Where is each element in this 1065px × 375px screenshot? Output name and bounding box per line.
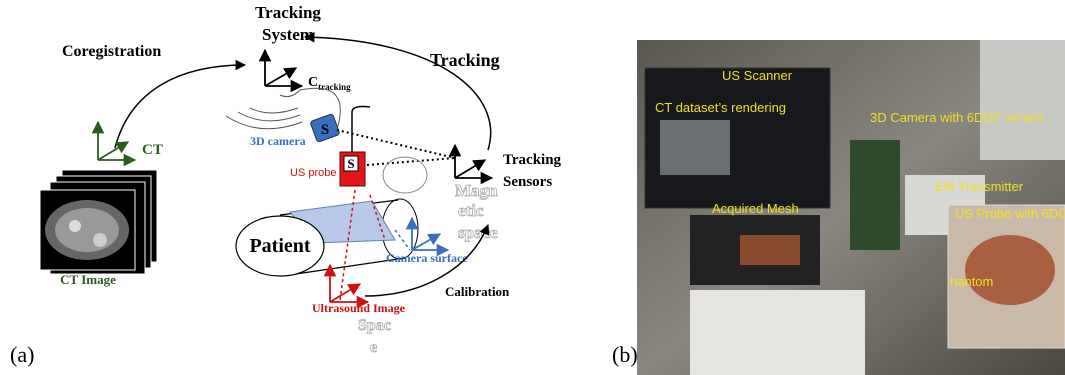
label: Tracking [503,152,562,168]
window [980,40,1065,160]
page: Tracking System Ctracking Coregistration… [0,0,1065,375]
label: US Scanner [722,68,793,83]
scanner-base [690,290,865,375]
sensor-label: S [347,156,354,171]
title: Tracking [255,3,321,22]
label: Acquired Mesh [712,201,799,216]
screen-render [660,120,730,175]
label: Calibration [445,284,510,299]
label: hantom [950,274,993,289]
subscript: tracking [318,82,351,92]
label: Ultrasound Image [312,301,406,315]
panel-a: Tracking System Ctracking Coregistration… [10,3,562,367]
label: Sensors [503,174,552,190]
caption: CT Image [60,272,116,287]
sensor-axes [455,145,492,178]
label: 3D Camera with 6DOF sensor [870,110,1045,125]
label: etic [458,201,484,220]
magnetic-space: Magn etic space [455,181,498,242]
phantom [965,235,1055,305]
panel-label: (b) [612,342,638,367]
label: space [458,223,498,242]
cable [352,107,370,155]
panel-label: (a) [10,342,34,367]
label: Spac [358,317,391,334]
label: Tracking [430,50,500,70]
title: System [262,25,314,44]
us-axes [330,265,368,302]
label: Coregistration [62,43,161,60]
label: 3D camera [250,134,306,148]
mesh [740,235,800,265]
label: Patient [249,235,310,257]
label: Camera surface [386,251,468,265]
panel-b: (b) US Scanner CT dataset’s rendering 3D… [612,40,1065,375]
magnetic-field [383,157,427,193]
label: US probe [290,167,336,179]
axis-label: Ctracking [308,75,351,92]
sensor-label: S [321,122,329,138]
plant [850,140,900,250]
label: Magn [455,181,498,200]
figure: Tracking System Ctracking Coregistration… [0,0,1065,375]
arrow [115,65,245,148]
tracking-axes [265,50,302,86]
space: Spac e [358,317,391,356]
label: e [370,339,377,356]
label: US Probe with 6DOF sensor [955,206,1065,221]
axis-label: CT [142,142,163,158]
label: CT dataset’s rendering [655,100,786,115]
ct-stack [40,170,157,274]
label: EM Transmitter [935,179,1024,194]
